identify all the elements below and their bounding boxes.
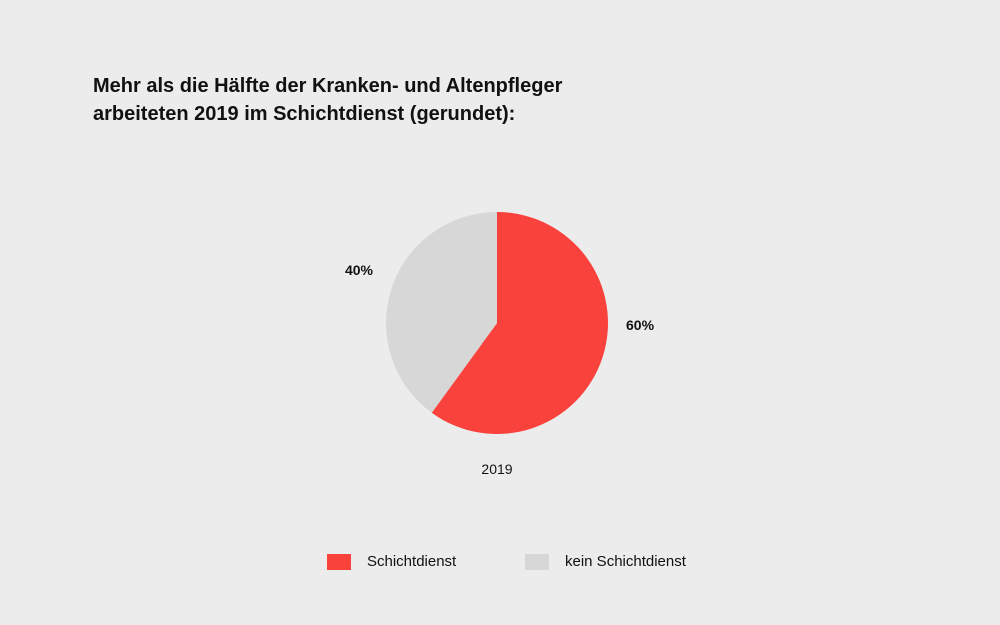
legend-label-kein-schichtdienst: kein Schichtdienst	[565, 553, 686, 570]
chart-title-line-1: Mehr als die Hälfte der Kranken- und Alt…	[93, 75, 563, 97]
legend-label-schichtdienst: Schichtdienst	[367, 553, 457, 570]
pie-slice-kein-schichtdienst	[386, 212, 497, 413]
chart-title-line-2: arbeiteten 2019 im Schichtdienst (gerund…	[93, 103, 516, 125]
legend-item-kein-schichtdienst: kein Schichtdienst	[525, 553, 686, 570]
data-label-kein-schichtdienst: 40%	[345, 262, 374, 278]
pie-slice-schichtdienst	[431, 211, 609, 434]
legend-swatch-schichtdienst	[327, 553, 351, 570]
legend: Schichtdienst kein Schichtdienst	[0, 553, 1000, 579]
category-label: 2019	[481, 461, 512, 477]
chart-title: Mehr als die Hälfte der Kranken- und Alt…	[93, 72, 653, 128]
data-label-schichtdienst: 60%	[626, 317, 655, 333]
legend-item-schichtdienst: Schichtdienst	[327, 553, 456, 570]
legend-swatch-kein-schichtdienst	[525, 553, 549, 570]
